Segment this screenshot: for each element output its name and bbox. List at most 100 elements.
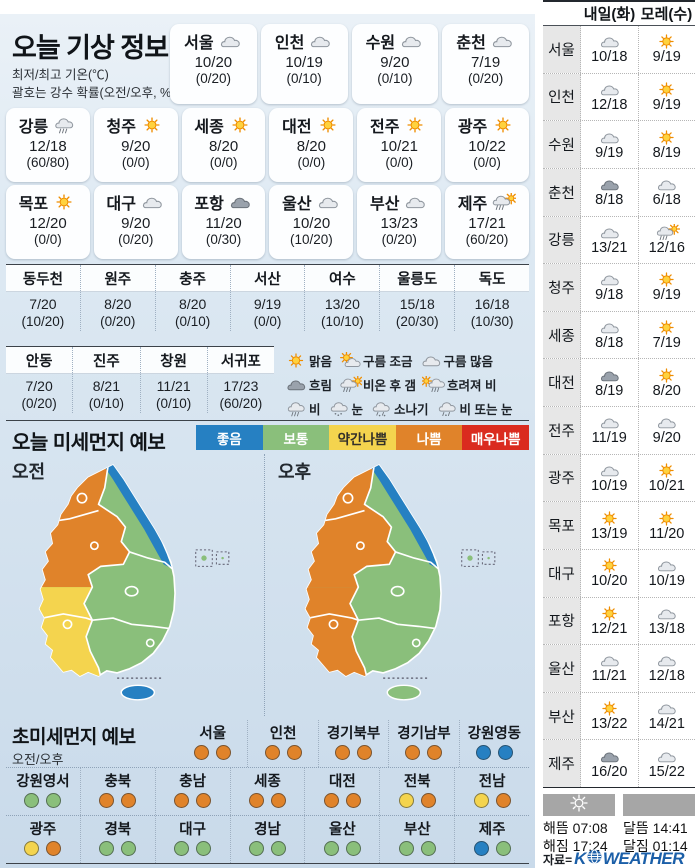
forecast-tomorrow-cell: 10/18 — [581, 26, 639, 73]
card-precip-prob: (0/20) — [467, 71, 504, 86]
table-city-values: 7/20 (0/20) — [6, 374, 74, 413]
city-temp: 8/21 — [92, 378, 120, 394]
rain-sun-icon — [657, 223, 681, 240]
card-precip-prob: (0/20) — [195, 71, 232, 86]
pm-dot-good — [497, 745, 513, 760]
card-temp: 12/20 — [29, 215, 67, 232]
dust-level-bad: 나쁨 — [395, 425, 463, 450]
city-name: 광주 — [457, 119, 488, 136]
city-temp: 8/20 — [179, 296, 207, 312]
pm-dot-normal — [495, 841, 511, 856]
weather-card-제주: 제주 17/21 (60/20) — [445, 185, 529, 259]
pm-dot-bad — [121, 793, 137, 808]
city-name: 세종 — [194, 119, 224, 136]
card-city-line: 부산 — [357, 190, 441, 214]
forecast-dayafter-cell: 10/19 — [639, 550, 696, 597]
region-name: 서울 — [199, 726, 227, 742]
map-pm-label: 오후 — [278, 462, 312, 482]
region-dots — [389, 745, 458, 760]
region-name: 대구 — [179, 822, 206, 838]
ultrafine-cell-부산: 부산 — [380, 816, 456, 863]
card-precip-prob: (0/20) — [118, 232, 154, 247]
sun-icon — [659, 272, 674, 288]
page-title: 오늘 기상 정보 — [12, 33, 169, 63]
region-name: 전북 — [403, 774, 431, 790]
weather-card-강릉: 강릉 12/18 (60/80) — [6, 108, 90, 182]
forecast-row-세종: 세종 8/18 7/19 — [543, 311, 695, 360]
card-city-line: 청주 — [94, 113, 178, 137]
table-city-values: 11/21 (0/10) — [141, 374, 208, 413]
am-dot-normal — [398, 841, 414, 856]
forecast-dayafter-cell: 6/18 — [639, 169, 696, 216]
moonrise-line: 달뜸 14:41 — [623, 820, 688, 836]
city-temp: 17/23 — [223, 378, 259, 394]
city-temp: 15/18 — [399, 296, 435, 312]
forecast-temp: 9/19 — [652, 287, 681, 304]
region-name: 충남 — [179, 774, 206, 790]
forecast-tomorrow-cell: 10/19 — [581, 454, 639, 502]
am-dot-bad — [174, 793, 190, 808]
sun-rain-icon — [421, 375, 445, 392]
region-dots — [248, 745, 317, 760]
partly-icon — [340, 351, 361, 367]
card-temp: 9/20 — [121, 138, 151, 155]
weather-cards-row-1: 서울 10/20 (0/20) 인천 10/19 (0/10) 수원 9/20 (0/10) 춘천… — [170, 24, 529, 104]
am-dot-bad — [335, 745, 351, 760]
forecast-city-label: 포항 — [543, 597, 581, 645]
ultrafine-subtitle: 오전/오후 — [12, 752, 64, 767]
card-city-line: 강릉 — [6, 113, 90, 137]
card-precip-prob: (0/0) — [209, 155, 238, 170]
region-name: 세종 — [254, 774, 281, 790]
map-am-label: 오전 — [12, 462, 46, 482]
cloud-icon — [658, 609, 676, 620]
city-precip-prob: (0/10) — [88, 396, 125, 412]
rain-snow-icon — [438, 401, 456, 416]
city-name: 전주 — [370, 119, 400, 136]
cloud-icon — [600, 275, 619, 286]
city-name: 춘천 — [456, 35, 486, 52]
table-city-name: 독도 — [478, 272, 506, 288]
region-dots — [455, 793, 529, 808]
forecast-rows: 서울 10/18 9/19 인천 12/18 9/19 수원 9/19 8/19 춘천 8/18 6/… — [543, 26, 695, 788]
region-name: 경남 — [254, 822, 281, 838]
legend-label: 흐림 — [309, 378, 333, 393]
city-name: 청주 — [106, 119, 136, 136]
forecast-row-청주: 청주 9/18 9/19 — [543, 264, 695, 312]
card-precip-prob: (0/30) — [205, 232, 242, 247]
legend-item-cloud: 구름 많음 — [419, 351, 493, 370]
cloud-icon — [600, 85, 619, 96]
city-name: 서울 — [184, 35, 214, 52]
ultrafine-cell-전남: 전남 — [455, 768, 529, 815]
forecast-temp: 8/18 — [595, 335, 624, 352]
forecast-dayafter-cell: 9/19 — [639, 264, 696, 311]
ultrafine-row-3: 광주 경북 대구 경남 울산 부산 제주 — [6, 816, 529, 864]
ultrafine-title-block: 초미세먼지 예보 오전/오후 — [6, 720, 178, 767]
table-city-name: 울릉도 — [380, 265, 456, 291]
forecast-panel: 내일(화) 모레(수) 서울 10/18 9/19 인천 12/18 9/19 수원 9/19… — [535, 0, 700, 868]
legend-item-rain-sun: 비온 후 갬 — [338, 375, 416, 394]
forecast-city-label: 청주 — [543, 264, 581, 311]
pm-dot-bad — [357, 745, 373, 760]
moonset-line: 달짐 01:14 — [623, 837, 688, 854]
pm-dot-normal — [420, 841, 436, 856]
region-name: 울산 — [329, 822, 356, 838]
cloud-icon — [658, 656, 676, 667]
forecast-temp: 10/19 — [648, 573, 685, 590]
cloud-dark-icon — [600, 371, 619, 381]
forecast-temp: 8/19 — [595, 382, 624, 399]
sun-icon — [659, 368, 674, 383]
pm-dot-normal — [196, 841, 212, 856]
card-precip-prob: (60/20) — [465, 232, 509, 247]
legend-label: 비 또는 눈 — [459, 402, 513, 417]
sun-icon — [659, 129, 674, 145]
legend-item-partly: 구름 조금 — [338, 351, 413, 370]
table-value-row: 7/20 (0/20) 8/21 (0/10) 11/21 (0/10) 17/23 (60/… — [6, 374, 274, 413]
am-dot-normal — [323, 841, 339, 856]
cloud-icon — [600, 466, 619, 477]
city-precip-prob: (0/10) — [155, 396, 192, 412]
forecast-temp: 16/20 — [591, 763, 628, 780]
ultrafine-cell-강원영동: 강원영동 — [460, 720, 529, 767]
forecast-dayafter-cell: 9/19 — [639, 26, 696, 73]
card-city-line: 대구 — [94, 190, 178, 214]
card-city-line: 수원 — [352, 29, 439, 53]
